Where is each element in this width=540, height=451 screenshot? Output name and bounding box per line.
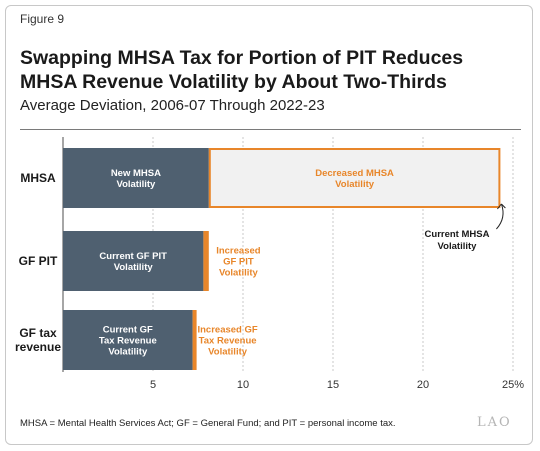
x-tick-label: 10	[237, 379, 249, 390]
chart-subtitle: Average Deviation, 2006-07 Through 2022-…	[20, 97, 325, 114]
annotation-label: Volatility	[438, 241, 478, 252]
bar-base-label: New MHSA	[111, 168, 161, 179]
bar-base-label: Tax Revenue	[99, 336, 157, 347]
bar-base-label: Volatility	[114, 262, 154, 273]
figure-frame	[5, 5, 533, 445]
title-line-2: MHSA Revenue Volatility by About Two-Thi…	[20, 71, 447, 93]
bar-base-label: Volatility	[108, 347, 148, 358]
x-tick-label: 25%	[502, 379, 524, 390]
figure-label: Figure 9	[20, 12, 65, 26]
category-label: GF tax	[19, 326, 57, 340]
bar-increase-label: Increased GF	[197, 325, 257, 336]
bar-base	[63, 148, 209, 208]
bar-increase	[203, 231, 209, 291]
bar-increase-label: Volatility	[208, 347, 248, 358]
bar-base-label: Current GF	[103, 325, 153, 336]
annotation-arrowhead	[497, 203, 506, 210]
bar-decrease-label: Decreased MHSA	[315, 168, 394, 179]
bar-increase-label: Volatility	[219, 268, 259, 279]
lao-logo: LAO	[477, 415, 512, 430]
title-divider	[20, 129, 521, 130]
bar-increase-label: Tax Revenue	[199, 336, 257, 347]
annotation-label: Current MHSA	[425, 229, 490, 240]
chart-title: Swapping MHSA Tax for Portion of PIT Red…	[20, 46, 520, 94]
bar-chart: 5 10 15 20 25%MHSA New MHSAVolatilityDecrease…	[15, 137, 524, 390]
x-tick-label: 5	[150, 379, 156, 390]
bar-base-label: Current GF PIT	[99, 251, 167, 262]
x-tick-label: 15	[327, 379, 339, 390]
category-label: MHSA	[20, 171, 56, 185]
bar-increase-label: GF PIT	[223, 257, 254, 268]
bar-base	[63, 231, 204, 291]
bar-decrease	[208, 148, 501, 208]
bar-base	[63, 310, 193, 370]
annotation-arrow	[496, 203, 504, 230]
category-label: revenue	[15, 340, 61, 354]
bar-increase-label: Increased	[216, 246, 261, 257]
category-label: GF PIT	[19, 254, 58, 268]
bar-base-label: Volatility	[116, 179, 156, 190]
footnote: MHSA = Mental Health Services Act; GF = …	[20, 418, 396, 429]
x-tick-label: 20	[417, 379, 429, 390]
bar-increase	[192, 310, 197, 370]
title-line-1: Swapping MHSA Tax for Portion of PIT Red…	[20, 47, 464, 69]
bar-decrease-label: Volatility	[335, 179, 375, 190]
